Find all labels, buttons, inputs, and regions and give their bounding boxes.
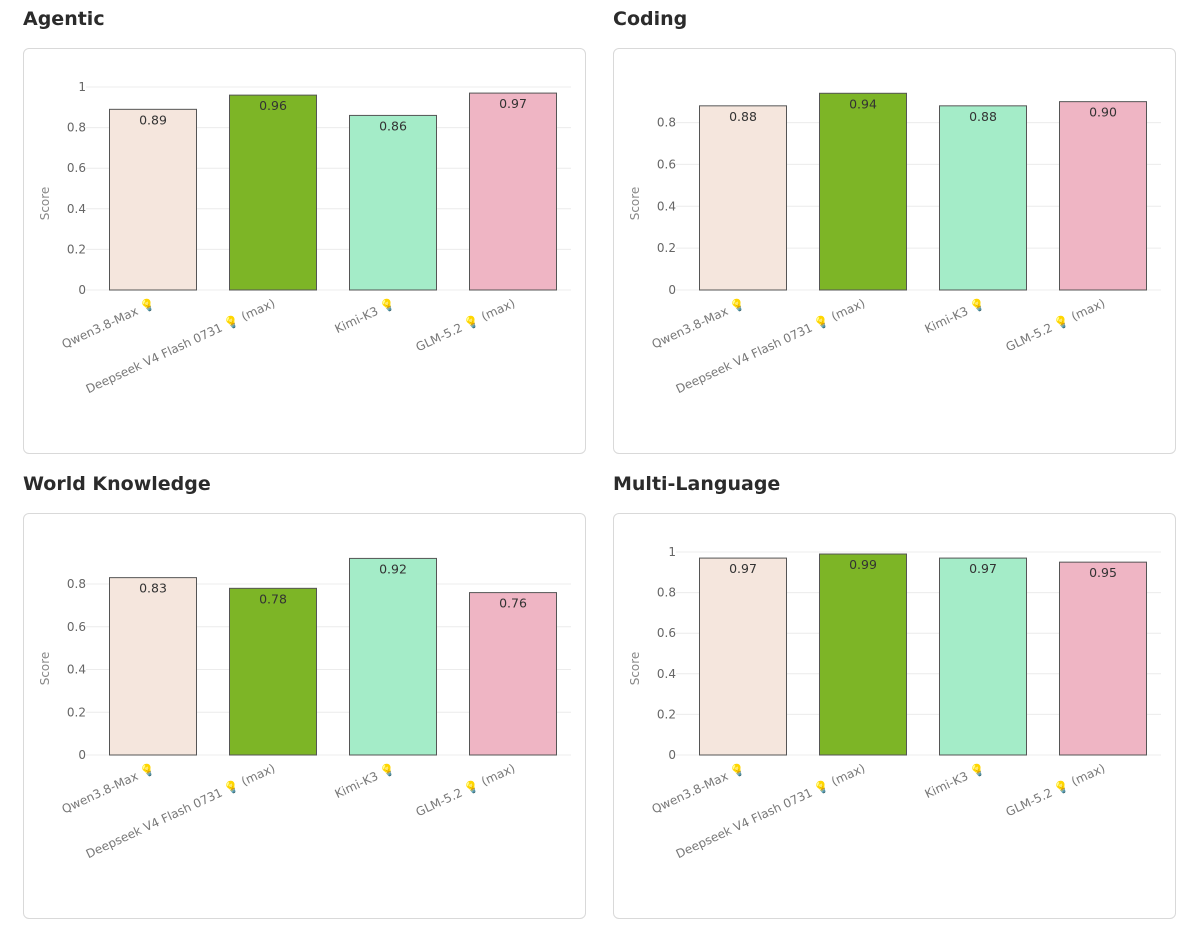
bar-value-label: 0.76 [499, 596, 527, 611]
bar [939, 557, 1027, 756]
x-tick-label: Deepseek V4 Flash 0731 💡 (max) [674, 761, 867, 861]
y-axis-label: Score [38, 652, 52, 686]
bar-chart-multi-language: 0 0.2 0.4 0.6 0.8 1 Score 0.97 Qwen3.8-Max 💡 0.99… [628, 545, 1161, 861]
y-tick-label: 0 [668, 748, 676, 762]
x-tick-label: GLM-5.2 💡 (max) [1004, 296, 1108, 354]
bar [819, 553, 907, 756]
y-tick-label: 0.4 [657, 199, 676, 213]
bar-value-label: 0.83 [139, 581, 167, 596]
y-tick-label: 0 [78, 748, 86, 762]
bar [229, 94, 317, 291]
bar [349, 557, 437, 756]
y-tick-label: 0.4 [67, 202, 86, 216]
x-tick-label: Deepseek V4 Flash 0731 💡 (max) [674, 296, 867, 396]
y-tick-label: 0.8 [67, 577, 86, 591]
y-tick-label: 0 [668, 283, 676, 297]
bar-value-label: 0.90 [1089, 105, 1117, 120]
bar-chart-agentic: 0 0.2 0.4 0.6 0.8 1 Score 0.89 Qwen3.8-Max 💡 0.96… [38, 80, 571, 396]
bar-value-label: 0.97 [729, 561, 757, 576]
bar [109, 577, 197, 756]
y-tick-label: 1 [668, 545, 676, 559]
y-axis-label: Score [38, 187, 52, 221]
chart-card: 0 0.2 0.4 0.6 0.8 Score 0.88 Qwen3.8-Max 💡 0.94 D… [613, 48, 1176, 454]
x-tick-label: GLM-5.2 💡 (max) [414, 761, 518, 819]
y-tick-label: 0.6 [657, 157, 676, 171]
bar [819, 92, 907, 291]
bar [939, 105, 1027, 291]
x-tick-label: Qwen3.8-Max 💡 [60, 296, 158, 351]
chart-card: 0 0.2 0.4 0.6 0.8 1 Score 0.97 Qwen3.8-Max 💡 0.99… [613, 513, 1176, 919]
bar [1059, 561, 1147, 756]
bar-value-label: 0.97 [969, 561, 997, 576]
bar [699, 105, 787, 291]
x-tick-label: Kimi-K3 💡 [333, 761, 398, 801]
chart-card: 0 0.2 0.4 0.6 0.8 1 Score 0.89 Qwen3.8-Max 💡 0.96… [23, 48, 586, 454]
bar-chart-world-knowledge: 0 0.2 0.4 0.6 0.8 Score 0.83 Qwen3.8-Max 💡 0.78 D… [38, 557, 571, 861]
bar-value-label: 0.94 [849, 96, 877, 111]
y-axis-label: Score [628, 187, 642, 221]
bar-value-label: 0.99 [849, 557, 877, 572]
bar-chart-coding: 0 0.2 0.4 0.6 0.8 Score 0.88 Qwen3.8-Max 💡 0.94 D… [628, 92, 1161, 396]
bar-value-label: 0.88 [969, 109, 997, 124]
x-tick-label: GLM-5.2 💡 (max) [1004, 761, 1108, 819]
y-axis-label: Score [628, 652, 642, 686]
x-tick-label: Kimi-K3 💡 [333, 296, 398, 336]
bar-value-label: 0.97 [499, 96, 527, 111]
bar [229, 587, 317, 756]
chart-card: 0 0.2 0.4 0.6 0.8 Score 0.83 Qwen3.8-Max 💡 0.78 D… [23, 513, 586, 919]
bar-value-label: 0.86 [379, 118, 407, 133]
y-tick-label: 0.4 [67, 663, 86, 677]
bar [349, 114, 437, 291]
bar-value-label: 0.95 [1089, 565, 1117, 580]
y-tick-label: 0.2 [67, 242, 86, 256]
y-tick-label: 0.6 [657, 626, 676, 640]
chart-title: Multi-Language [613, 473, 781, 495]
x-tick-label: Qwen3.8-Max 💡 [650, 296, 748, 351]
x-tick-label: GLM-5.2 💡 (max) [414, 296, 518, 354]
bar-value-label: 0.92 [379, 561, 407, 576]
y-tick-label: 0.2 [657, 241, 676, 255]
bar [469, 92, 557, 291]
y-tick-label: 0.8 [67, 121, 86, 135]
chart-title: World Knowledge [23, 473, 211, 495]
bar [699, 557, 787, 756]
x-tick-label: Deepseek V4 Flash 0731 💡 (max) [84, 296, 277, 396]
y-tick-label: 0.8 [657, 116, 676, 130]
x-tick-label: Qwen3.8-Max 💡 [60, 761, 158, 816]
bar [109, 108, 197, 291]
bar-value-label: 0.96 [259, 98, 287, 113]
y-tick-label: 0.2 [67, 705, 86, 719]
bar-value-label: 0.78 [259, 591, 287, 606]
x-tick-label: Kimi-K3 💡 [923, 296, 988, 336]
x-tick-label: Deepseek V4 Flash 0731 💡 (max) [84, 761, 277, 861]
x-tick-label: Kimi-K3 💡 [923, 761, 988, 801]
bar-value-label: 0.89 [139, 112, 167, 127]
chart-title: Agentic [23, 8, 105, 30]
bar-value-label: 0.88 [729, 109, 757, 124]
y-tick-label: 0.8 [657, 586, 676, 600]
y-tick-label: 0 [78, 283, 86, 297]
y-tick-label: 0.6 [67, 620, 86, 634]
y-tick-label: 0.2 [657, 707, 676, 721]
chart-title: Coding [613, 8, 688, 30]
bar [1059, 101, 1147, 291]
bar [469, 592, 557, 756]
y-tick-label: 0.4 [657, 667, 676, 681]
x-tick-label: Qwen3.8-Max 💡 [650, 761, 748, 816]
y-tick-label: 1 [78, 80, 86, 94]
y-tick-label: 0.6 [67, 161, 86, 175]
